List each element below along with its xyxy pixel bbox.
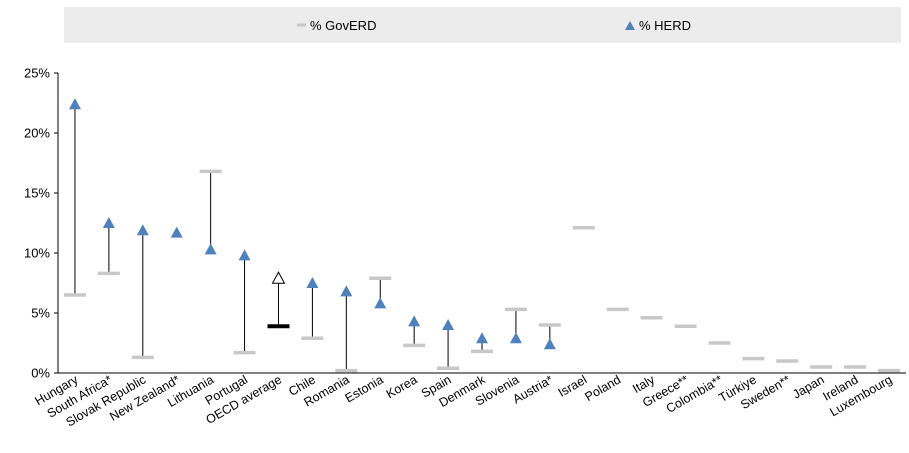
herd-marker — [306, 277, 319, 288]
legend-herd-swatch — [625, 21, 635, 30]
y-tick-label: 10% — [24, 246, 50, 261]
herd-marker — [136, 224, 149, 236]
category-label: Korea — [384, 372, 420, 401]
oecd-average-herd-marker — [271, 271, 286, 284]
herd-marker — [204, 243, 217, 255]
herd-marker — [476, 332, 488, 344]
category-label: Japan — [790, 372, 827, 401]
herd-series — [68, 98, 556, 350]
herd-marker — [374, 297, 387, 309]
herd-marker — [68, 98, 81, 110]
y-tick-label: 5% — [31, 306, 50, 321]
y-tick-label: 25% — [24, 66, 50, 81]
herd-marker — [543, 338, 556, 350]
govrd-series — [63, 169, 901, 373]
category-label: Estonia — [343, 372, 386, 405]
herd-marker — [238, 249, 251, 261]
connectors — [74, 104, 551, 371]
legend: % GovERD % HERD — [64, 7, 901, 43]
herd-marker — [102, 217, 115, 228]
y-ticks: 0% 5% 10% 15% 20% 25% — [24, 66, 58, 381]
category-label: Poland — [582, 372, 623, 404]
herd-marker — [509, 332, 522, 344]
y-tick-label: 0% — [31, 366, 50, 381]
legend-background — [64, 7, 901, 43]
y-tick-label: 20% — [24, 126, 50, 141]
herd-marker — [170, 226, 183, 238]
legend-govrd-label: % GovERD — [310, 18, 376, 33]
legend-herd-label: % HERD — [639, 18, 691, 33]
y-tick-label: 15% — [24, 186, 50, 201]
herd-marker — [340, 285, 353, 297]
herd-marker — [442, 319, 455, 330]
herd-marker — [408, 315, 421, 327]
